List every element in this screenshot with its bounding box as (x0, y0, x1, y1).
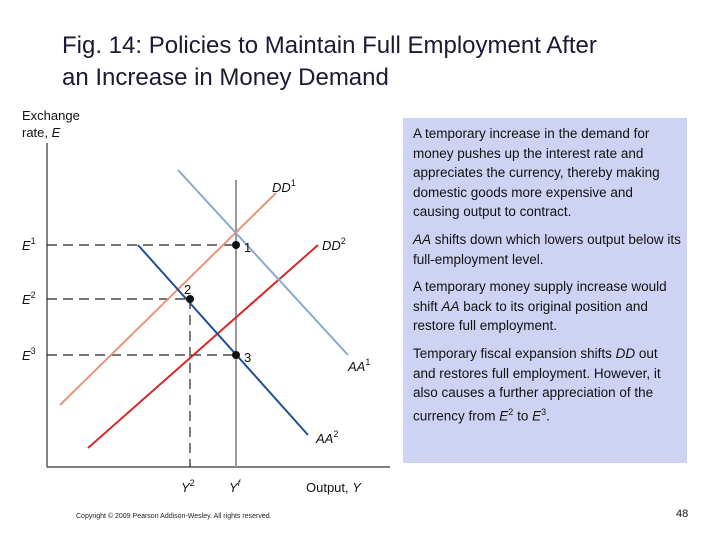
y2-label: Y2 (181, 478, 195, 495)
dd2-label: DD2 (322, 236, 346, 253)
page-number: 48 (676, 508, 689, 520)
aa1-label: AA1 (347, 357, 370, 374)
point-2-marker (186, 295, 194, 303)
point-3-marker (232, 351, 240, 359)
point-1-label: 1 (244, 240, 251, 255)
explanation-callout: A temporary increase in the demand for m… (403, 118, 687, 463)
title-line-1: Fig. 14: Policies to Maintain Full Emplo… (62, 32, 597, 59)
aa1-curve (177, 169, 349, 356)
title-line-2: an Increase in Money Demand (62, 64, 389, 91)
slide-title: Fig. 14: Policies to Maintain Full Emplo… (62, 30, 712, 94)
callout-paragraph-2: AA shifts down which lowers output below… (413, 231, 681, 267)
point-2-label: 2 (184, 282, 191, 297)
x-axis-label: Output, Y (306, 480, 362, 495)
aa2-curve (137, 244, 309, 436)
dd1-curve (59, 192, 277, 406)
point-3-label: 3 (244, 350, 251, 365)
point-1-marker (232, 241, 240, 249)
copyright-notice: Copyright © 2009 Pearson Addison-Wesley.… (76, 513, 272, 520)
callout-paragraph-1: A temporary increase in the demand for m… (413, 126, 660, 220)
dd1-label: DD1 (272, 178, 296, 195)
y-axis-label-line-1: Exchange (22, 108, 80, 123)
e1-label: E1 (22, 236, 36, 253)
callout-paragraph-3: A temporary money supply increase would … (413, 279, 667, 334)
aa2-label: AA2 (315, 429, 338, 446)
y-axis-label-line-2: rate, E (22, 125, 61, 140)
dd2-curve (87, 244, 319, 449)
e2-label: E2 (22, 290, 36, 307)
callout-paragraph-4: Temporary fiscal expansion shifts DD out… (413, 345, 661, 424)
yf-label: Yf (229, 478, 242, 495)
e3-label: E3 (22, 346, 36, 363)
